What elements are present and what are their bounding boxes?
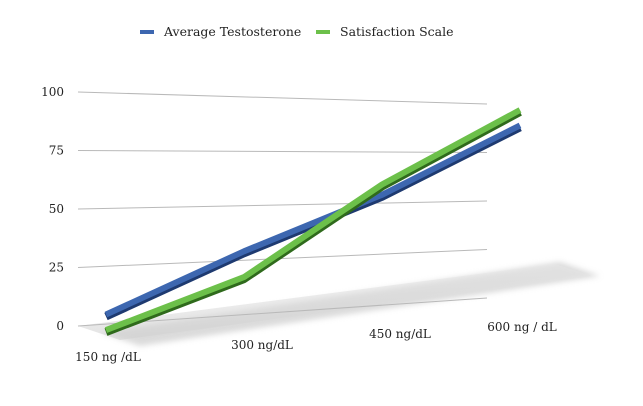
gridlines [77, 91, 488, 327]
x-category-label: 450 ng/dL [369, 327, 431, 341]
y-tick-label: 25 [49, 261, 64, 275]
floor-slab [78, 264, 592, 340]
gridline [77, 91, 488, 105]
gridline [77, 200, 488, 210]
y-axis-tick-labels: 0 25 50 75 100 [41, 85, 64, 333]
gridline [77, 150, 488, 153]
x-category-label: 300 ng/dL [231, 338, 293, 352]
legend-label: Average Testosterone [163, 24, 301, 39]
y-tick-label: 0 [56, 319, 64, 333]
x-axis-category-labels: 150 ng /dL 300 ng/dL 450 ng/dL 600 ng / dL [75, 320, 557, 364]
x-category-label: 150 ng /dL [75, 350, 141, 364]
legend: Average Testosterone Satisfaction Scale [140, 24, 454, 39]
gridline [77, 297, 488, 327]
legend-label: Satisfaction Scale [340, 24, 454, 39]
x-category-label: 600 ng / dL [487, 320, 556, 334]
series-average-testosterone [104, 122, 522, 321]
y-tick-label: 100 [41, 85, 64, 99]
gridline [77, 249, 488, 268]
y-tick-label: 50 [49, 202, 64, 216]
series-line [104, 122, 522, 318]
series-satisfaction-scale [104, 107, 522, 336]
series-line [104, 107, 522, 333]
y-tick-label: 75 [49, 144, 64, 158]
series-lines [104, 107, 522, 336]
chart-floor [78, 262, 600, 346]
